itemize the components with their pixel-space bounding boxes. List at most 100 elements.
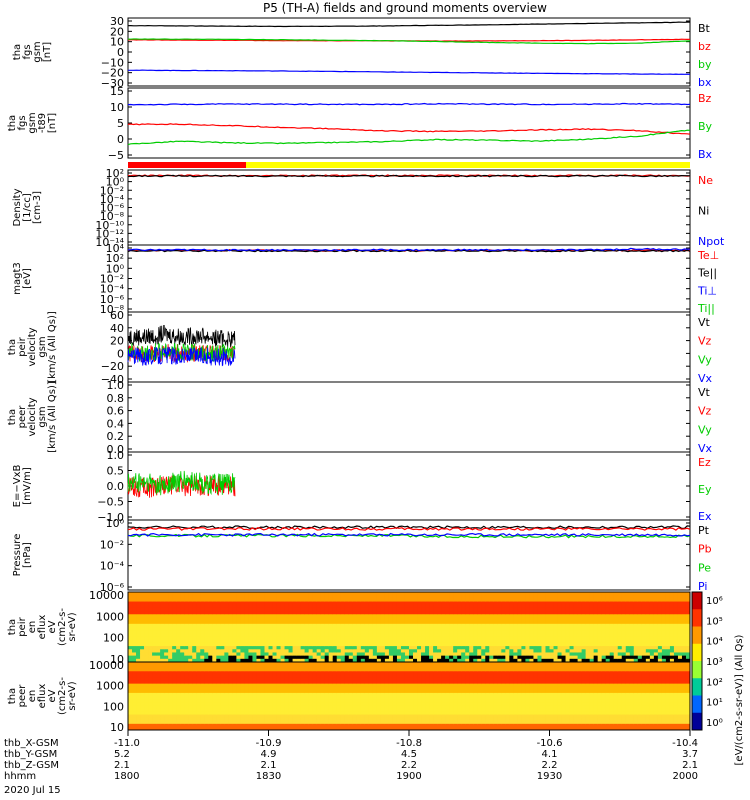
heatmap-cell (248, 604, 253, 609)
heatmap-cell (485, 604, 490, 609)
heatmap-cell (360, 702, 366, 706)
heatmap-cell (533, 614, 538, 618)
heatmap-cell (364, 636, 370, 641)
heatmap-cell (232, 620, 237, 625)
heatmap-cell (264, 617, 269, 622)
heatmap-cell (160, 636, 165, 641)
heatmap-cell (384, 717, 390, 722)
heatmap-cell (601, 598, 607, 603)
heatmap-cell (196, 714, 201, 719)
heatmap-cell (392, 630, 398, 634)
heatmap-cell (461, 607, 466, 612)
heatmap-cell (168, 686, 173, 691)
heatmap-cell (372, 668, 378, 672)
heatmap-cell (513, 630, 518, 634)
heatmap-cell (493, 652, 498, 657)
heatmap-cell (380, 665, 386, 669)
heatmap-cell (493, 636, 498, 641)
heatmap-cell (589, 630, 595, 634)
heatmap-cell (204, 726, 209, 731)
heatmap-cell (332, 614, 338, 618)
heatmap-cell (232, 680, 237, 685)
heatmap-cell (324, 655, 330, 660)
heatmap-cell (384, 702, 390, 706)
legend-entry: Vy (698, 353, 712, 366)
heatmap-cell (136, 649, 141, 653)
heatmap-cell (184, 720, 189, 725)
heatmap-cell (240, 705, 245, 709)
heatmap-cell (180, 686, 185, 691)
heatmap-cell (533, 633, 538, 638)
heatmap-cell (228, 620, 233, 625)
heatmap-cell (160, 726, 165, 731)
heatmap-cell (244, 598, 249, 603)
heatmap-cell (376, 720, 382, 725)
heatmap-cell (473, 630, 478, 634)
heatmap-cell (429, 592, 434, 596)
heatmap-cell (477, 604, 482, 609)
heatmap-cell (376, 652, 382, 657)
heatmap-cell (368, 655, 374, 660)
heatmap-cell (601, 649, 607, 653)
heatmap-cell (196, 680, 201, 685)
heatmap-cell (481, 649, 486, 653)
heatmap-cell (156, 686, 161, 691)
heatmap-cell (156, 662, 161, 666)
heatmap-cell (224, 717, 229, 722)
heatmap-cell (148, 677, 153, 682)
heatmap-cell (421, 665, 426, 669)
heatmap-cell (569, 620, 575, 625)
heatmap-cell (296, 611, 302, 615)
heatmap-cell (392, 720, 398, 725)
heatmap-cell (200, 623, 205, 628)
heatmap-cell (184, 614, 189, 618)
heatmap-cell (545, 620, 550, 625)
heatmap-cell (172, 655, 177, 660)
heatmap-cell (561, 611, 567, 615)
heatmap-cell (256, 671, 261, 675)
heatmap-cell (172, 614, 177, 618)
heatmap-cell (336, 711, 342, 716)
heatmap-cell (252, 601, 257, 606)
heatmap-cell (212, 683, 217, 688)
heatmap-cell (585, 617, 591, 622)
heatmap-cell (304, 595, 310, 599)
heatmap-cell (621, 598, 627, 603)
heatmap-cell (144, 714, 149, 719)
heatmap-cell (489, 595, 494, 599)
heatmap-cell (388, 595, 394, 599)
heatmap-cell (144, 620, 149, 625)
heatmap-cell (252, 717, 257, 722)
heatmap-cell (260, 717, 265, 722)
heatmap-cell (493, 630, 498, 634)
heatmap-cell (128, 714, 133, 719)
heatmap-cell (569, 639, 575, 644)
heatmap-cell (276, 601, 282, 606)
heatmap-cell (493, 595, 498, 599)
heatmap-cell (164, 604, 169, 609)
heatmap-cell (312, 636, 318, 641)
panel-density: Density [1/cc] [cm-3]10²10⁰10⁻²10⁻⁴10⁻⁶10⁻… (12, 167, 725, 249)
heatmap-cell (665, 658, 671, 663)
heatmap-cell (336, 686, 342, 691)
heatmap-cell (216, 668, 221, 672)
heatmap-cell (316, 696, 322, 700)
heatmap-cell (328, 662, 334, 666)
heatmap-cell (525, 623, 530, 628)
heatmap-cell (469, 639, 474, 644)
heatmap-cell (409, 665, 414, 669)
heatmap-cell (677, 642, 683, 647)
heatmap-cell (336, 633, 342, 638)
heatmap-cell (280, 668, 286, 672)
heatmap-cell (300, 630, 306, 634)
heatmap-cell (404, 714, 410, 719)
heatmap-cell (433, 636, 438, 641)
heatmap-cell (352, 604, 358, 609)
heatmap-cell (388, 696, 394, 700)
heatmap-cell (417, 692, 422, 697)
series-line-Ey (127, 470, 236, 496)
heatmap-cell (396, 705, 402, 709)
heatmap-cell (188, 683, 193, 688)
heatmap-cell (521, 655, 526, 660)
heatmap-cell (425, 633, 430, 638)
